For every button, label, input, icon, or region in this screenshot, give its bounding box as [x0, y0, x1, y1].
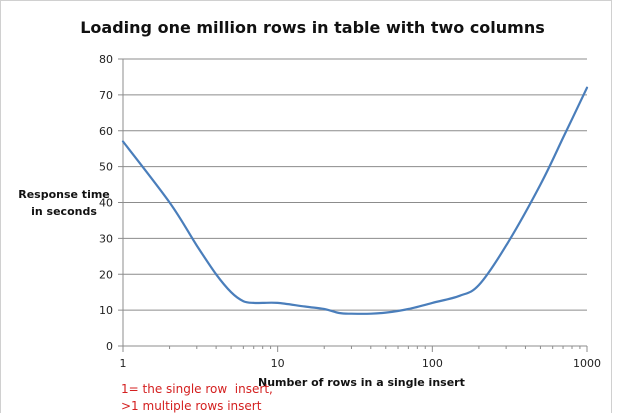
- series-line: [121, 86, 589, 315]
- x-tick-label: 100: [422, 357, 443, 370]
- y-axis-label: Response time in seconds: [6, 186, 122, 220]
- y-tick-label: 70: [99, 89, 113, 102]
- y-axis-label-line-2: in seconds: [31, 205, 97, 218]
- x-tick-label: 10: [271, 357, 285, 370]
- y-tick-label: 60: [99, 125, 113, 138]
- y-tick-label: 30: [99, 232, 113, 245]
- x-axis-label: Number of rows in a single insert: [258, 376, 465, 389]
- chart-note-line-2: >1 multiple rows insert: [121, 399, 262, 413]
- x-tick-label: 1: [120, 357, 127, 370]
- x-tick-label: 1000: [573, 357, 601, 370]
- y-tick-label: 80: [99, 53, 113, 66]
- chart-note: 1= the single row insert, >1 multiple row…: [121, 381, 273, 415]
- y-tick-label: 50: [99, 161, 113, 174]
- chart-note-line-1: 1= the single row insert,: [121, 382, 273, 396]
- y-tick-label: 40: [99, 197, 113, 210]
- y-tick-label: 10: [99, 304, 113, 317]
- y-axis-label-line-1: Response time: [18, 188, 110, 201]
- y-tick-label: 0: [106, 340, 113, 353]
- chart-title: Loading one million rows in table with t…: [80, 18, 545, 37]
- chart-frame: [0, 0, 612, 413]
- y-tick-label: 20: [99, 268, 113, 281]
